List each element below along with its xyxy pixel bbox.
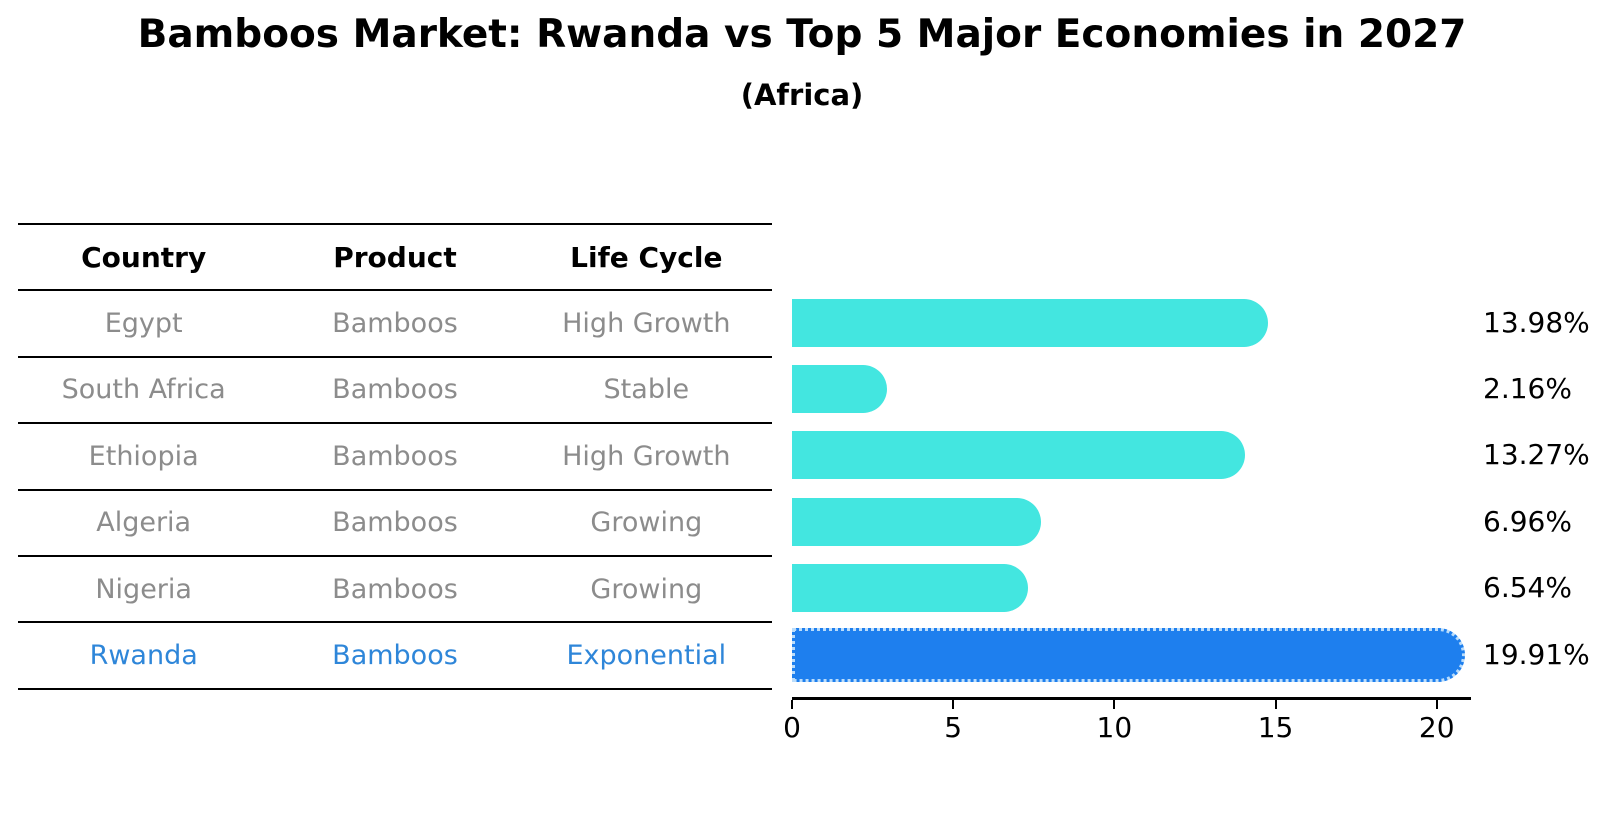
column-header-product: Product [333, 240, 457, 274]
cell-product: Bamboos [332, 507, 458, 539]
x-tick-mark [1274, 700, 1277, 709]
bar-value-label: 13.27% [1483, 438, 1590, 472]
bar-value-label: 19.91% [1483, 637, 1590, 671]
bar-value-label: 6.54% [1483, 571, 1572, 605]
x-tick-mark [791, 700, 793, 709]
cell-country: Ethiopia [88, 440, 199, 472]
cell-lifecycle: High Growth [562, 308, 731, 340]
table-row: Ethiopia Bamboos High Growth [18, 424, 772, 491]
cell-lifecycle: Stable [603, 374, 690, 406]
cell-lifecycle: High Growth [562, 440, 731, 472]
bar-ethiopia [792, 431, 1245, 480]
column-header-country: Country [81, 240, 207, 274]
chart-title: Bamboos Market: Rwanda vs Top 5 Major Ec… [137, 12, 1467, 57]
bar-nigeria [792, 564, 1028, 613]
column-header-lifecycle: Life Cycle [570, 240, 723, 274]
cell-lifecycle: Exponential [566, 640, 727, 672]
table-row: Nigeria Bamboos Growing [18, 557, 772, 624]
cell-country: Nigeria [95, 573, 192, 605]
cell-country: Egypt [104, 308, 183, 340]
table-row: Algeria Bamboos Growing [18, 491, 772, 557]
cell-product: Bamboos [332, 640, 458, 672]
cell-product: Bamboos [332, 308, 458, 340]
table-row-highlight-rwanda: Rwanda Bamboos Exponential [18, 623, 772, 690]
cell-product: Bamboos [332, 374, 458, 406]
x-tick-label: 5 [944, 711, 963, 744]
table-row: Egypt Bamboos High Growth [18, 291, 772, 358]
bar-egypt [792, 298, 1268, 347]
country-table: Country Product Life Cycle Egypt Bamboos… [18, 223, 772, 690]
x-tick-mark [1113, 700, 1116, 709]
table-header-row: Country Product Life Cycle [18, 225, 772, 292]
x-tick-label: 10 [1096, 711, 1133, 744]
x-tick-mark [1435, 700, 1438, 709]
bar-value-label: 6.96% [1483, 504, 1572, 538]
bar-algeria [792, 497, 1042, 546]
cell-product: Bamboos [332, 440, 458, 472]
cell-lifecycle: Growing [590, 573, 703, 605]
table-row: South Africa Bamboos Stable [18, 358, 772, 425]
bar-value-label: 13.98% [1483, 305, 1590, 339]
x-tick-label: 20 [1418, 711, 1455, 744]
x-tick-label: 0 [783, 711, 801, 744]
chart-subtitle: (Africa) [740, 78, 864, 112]
x-tick-label: 15 [1257, 711, 1294, 744]
bar-south-africa [792, 364, 887, 413]
bar-rwanda [792, 627, 1465, 682]
bar-value-label: 2.16% [1483, 371, 1572, 405]
cell-country: Algeria [96, 507, 192, 539]
x-axis-line [792, 697, 1471, 700]
cell-country: South Africa [61, 374, 226, 406]
x-tick-mark [952, 700, 955, 709]
cell-country: Rwanda [89, 640, 198, 672]
cell-lifecycle: Growing [590, 507, 703, 539]
cell-product: Bamboos [332, 573, 458, 605]
